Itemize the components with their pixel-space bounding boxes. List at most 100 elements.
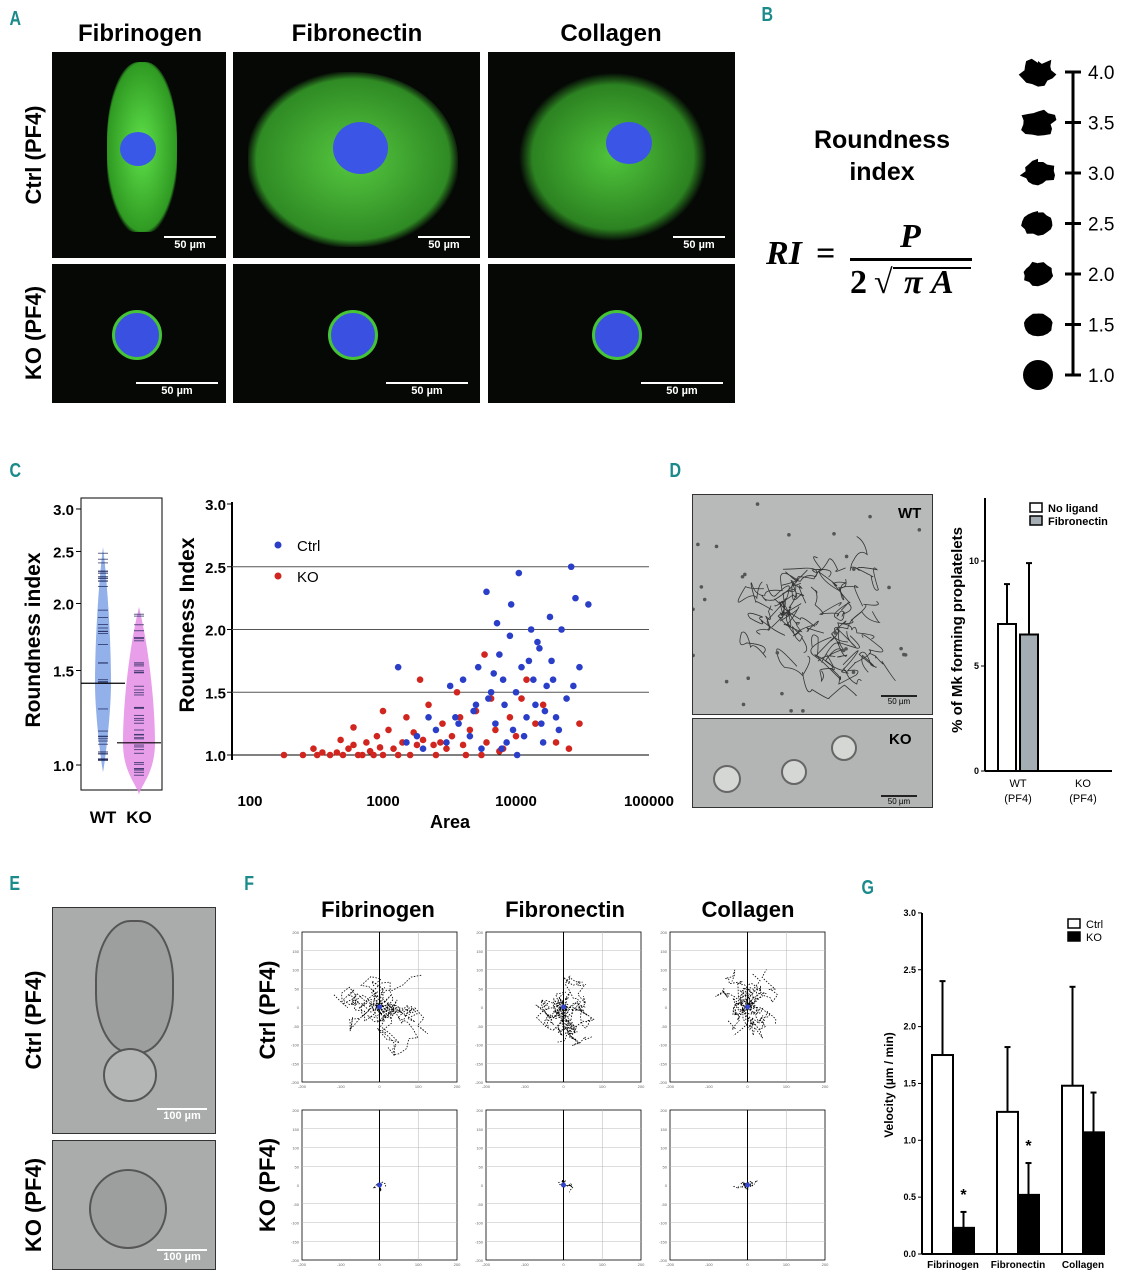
data-point-ko: [333, 749, 341, 756]
proplatelet-strand: [776, 648, 811, 677]
x-tick-label: (PF4): [1069, 793, 1097, 805]
panel-label-f: F: [244, 873, 254, 895]
scale-tick-label: 3.0: [1088, 164, 1114, 185]
data-point-ctrl: [506, 632, 514, 640]
data-point-ko: [565, 745, 573, 753]
data-point-ko: [416, 676, 424, 683]
panel-label-a: A: [9, 8, 22, 30]
platelet-dot: [702, 597, 707, 602]
platelet-dot: [789, 708, 793, 713]
platelet-dot: [844, 554, 849, 559]
scale-bar: 50 µm: [881, 795, 917, 806]
data-point-ctrl: [466, 732, 474, 740]
data-point-ko: [379, 707, 387, 715]
row-label-ko: KO (PF4): [21, 285, 46, 381]
bar-ctrl: [996, 1110, 1019, 1255]
data-point-ctrl: [555, 726, 563, 734]
data-point-ctrl: [515, 569, 523, 577]
x-tick-label: -100: [337, 1262, 346, 1267]
y-tick-label: -100: [291, 1043, 300, 1048]
platelet-dot: [775, 650, 780, 655]
data-point-ko: [310, 745, 317, 753]
data-point-ctrl: [572, 594, 579, 602]
cell-track: [727, 1003, 748, 1030]
data-point-ko: [483, 739, 490, 746]
data-point-ko: [425, 701, 432, 709]
x-tick-label: 100: [783, 1084, 790, 1089]
data-point-ctrl: [503, 739, 510, 746]
column-header-collagen: Collagen: [701, 897, 795, 922]
column-header-collagen: Collagen: [560, 20, 662, 47]
y-tick-label: 0: [297, 1183, 300, 1188]
legend-label: Ctrl: [297, 538, 320, 555]
scale-tick-label: 3.5: [1088, 114, 1114, 135]
proplatelet-strand: [854, 566, 879, 591]
y-tick-label: -50: [293, 1024, 300, 1029]
roundness-index-title: Roundness index: [790, 124, 974, 188]
legend-swatch: [1067, 931, 1081, 942]
platelet-dot: [832, 531, 836, 536]
micrograph-ko-migration: 100 µm: [52, 1140, 216, 1270]
x-tick-label: 200: [454, 1262, 461, 1267]
x-tick-label: -100: [705, 1262, 714, 1267]
cell-track: [374, 1004, 418, 1023]
track-origin: [561, 1182, 566, 1188]
x-tick-label: 0: [746, 1084, 749, 1089]
micrograph-ctrl-fibrinogen: 50 µm: [52, 52, 226, 258]
y-tick-label: -200: [659, 1258, 668, 1263]
data-point-ko: [370, 751, 377, 759]
proplatelet-strand: [774, 598, 792, 628]
micrograph-ctrl-fibronectin: 50 µm: [233, 52, 480, 258]
data-point-ctrl: [538, 720, 545, 727]
x-tick-label: -100: [705, 1084, 714, 1089]
y-tick-label: -50: [477, 1024, 484, 1029]
y-tick-label: 0: [974, 766, 979, 776]
data-point-ctrl: [536, 645, 543, 652]
data-point-ctrl: [570, 682, 577, 690]
platelet-dot: [780, 691, 784, 696]
y-tick-label: 3.0: [903, 908, 916, 918]
data-point-ko: [459, 741, 467, 749]
proplatelet-strand: [819, 654, 835, 683]
cell-track: [366, 999, 398, 1022]
y-tick-label: -50: [477, 1202, 484, 1207]
data-point-ko: [466, 726, 474, 734]
platelet-dot: [693, 653, 695, 658]
legend-marker: [274, 541, 282, 549]
proplatelet-strand: [849, 536, 868, 571]
title-line: Roundness: [813, 126, 951, 154]
data-point-ko: [345, 745, 352, 753]
cell-track: [561, 1179, 567, 1186]
y-tick-label: 50: [663, 986, 668, 991]
data-point-ctrl: [576, 663, 583, 671]
formula-denominator-2: 2: [850, 264, 867, 301]
data-point-ko: [280, 751, 288, 759]
y-tick-label: -200: [659, 1080, 668, 1085]
track-origin: [377, 1182, 382, 1188]
column-header-fibronectin: Fibronectin: [505, 897, 625, 922]
y-tick-label: 200: [476, 930, 483, 935]
cell-track: [371, 981, 394, 1018]
formula-denominator-radicand: π A: [904, 264, 954, 301]
y-tick-label: 150: [660, 1127, 667, 1132]
data-point-ctrl: [530, 676, 537, 683]
x-tick-label: 100: [599, 1084, 606, 1089]
y-tick-label: -100: [475, 1043, 484, 1048]
y-tick-label: 50: [479, 1164, 484, 1169]
roundness-charts: 3.0 2.5 2.0 1.5 1.0 Roundness index WT KO 3.0 2.5…: [22, 497, 674, 832]
data-point-ko: [350, 741, 357, 749]
y-tick-label: 150: [292, 949, 299, 954]
legend-swatch: [1067, 918, 1081, 929]
significance-star: *: [960, 1187, 967, 1204]
cell-track: [351, 992, 380, 1018]
significance-star: *: [1025, 1138, 1032, 1155]
legend-label: Fibronectin: [1048, 516, 1108, 528]
data-point-ko: [319, 749, 326, 756]
x-tick-label: 100000: [624, 793, 674, 810]
platelet-dot: [724, 679, 729, 684]
legend-marker: [274, 572, 282, 580]
proplatelet-strand: [764, 572, 799, 597]
data-point-ctrl: [432, 726, 440, 734]
proplatelet-strand: [811, 558, 846, 578]
